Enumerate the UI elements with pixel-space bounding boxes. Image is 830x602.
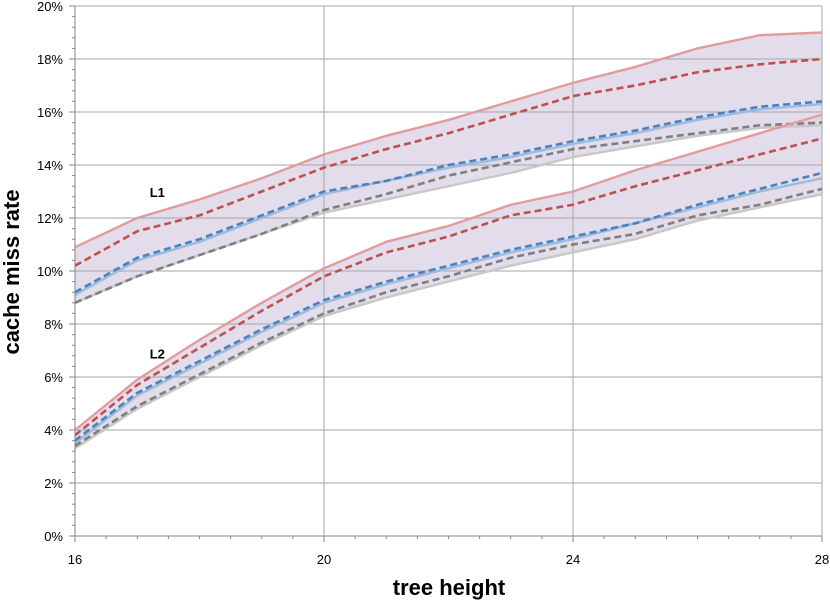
axes — [69, 5, 823, 542]
x-tick-label: 20 — [317, 552, 331, 567]
y-tick-label: 20% — [37, 0, 63, 14]
series-line-l1-gray — [74, 121, 823, 304]
series-line-l2-red — [74, 137, 823, 437]
y-tick-label: 16% — [37, 105, 63, 120]
y-axis-title: cache miss rate — [0, 189, 24, 354]
annotation-l2: L2 — [150, 346, 165, 361]
series-lines — [74, 31, 823, 450]
series-line-l2-blue — [74, 171, 823, 442]
series-line-l2-gray — [74, 187, 823, 447]
y-tick-label: 4% — [44, 423, 63, 438]
y-tick-label: 14% — [37, 158, 63, 173]
y-tick-label: 6% — [44, 370, 63, 385]
y-tick-label: 2% — [44, 476, 63, 491]
series-line-l1-red — [74, 57, 823, 267]
y-tick-label: 18% — [37, 52, 63, 67]
y-tick-label: 12% — [37, 211, 63, 226]
series-line-l1-max — [74, 31, 823, 249]
series-line-l2-blue-band — [74, 177, 823, 445]
y-tick-labels: 0% 2% 4% 6% 8% 10% 12% 14% 16% 18% 20% — [37, 0, 63, 544]
x-tick-label: 28 — [815, 552, 829, 567]
x-tick-labels: 16 20 24 28 — [68, 552, 829, 567]
y-tick-label: 8% — [44, 317, 63, 332]
annotation-l1: L1 — [150, 185, 165, 200]
series-line-l2-max — [74, 113, 823, 431]
y-tick-label: 10% — [37, 264, 63, 279]
x-tick-label: 24 — [566, 552, 580, 567]
gridlines — [75, 5, 823, 536]
x-tick-label: 16 — [68, 552, 82, 567]
x-axis-title: tree height — [393, 575, 506, 600]
series-line-l2-min — [74, 192, 823, 450]
series-line-l1-blue — [74, 100, 823, 294]
y-tick-label: 0% — [44, 529, 63, 544]
series-line-l1-blue-band — [74, 102, 823, 296]
series-annotations: L1 L2 — [150, 185, 165, 362]
